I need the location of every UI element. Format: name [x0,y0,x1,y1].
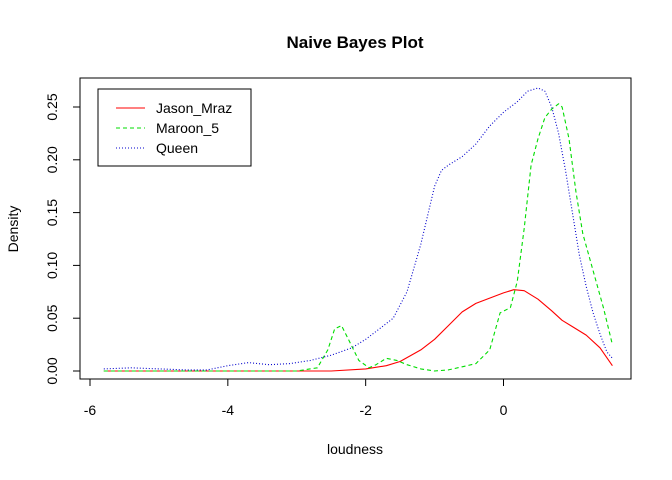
y-axis-label: Density [5,206,21,253]
x-axis: -6 -4 -2 0 [84,378,508,418]
x-tick-label: 0 [500,402,508,418]
y-tick-label: 0.05 [44,304,60,331]
legend-label: Jason_Mraz [156,100,232,116]
legend-label: Maroon_5 [156,120,219,136]
x-axis-label: loudness [327,441,383,457]
legend: Jason_Mraz Maroon_5 Queen [97,88,252,167]
y-tick-label: 0.15 [44,199,60,226]
x-tick-label: -4 [222,402,235,418]
series-line-jason-mraz [103,289,613,372]
y-tick-label: 0.20 [44,146,60,173]
y-axis: 0.00 0.05 0.10 0.15 0.20 0.25 [44,93,81,385]
series-line-maroon-5 [103,103,613,372]
legend-label: Queen [156,140,198,156]
x-tick-label: -2 [359,402,372,418]
x-tick-label: -6 [84,402,97,418]
y-tick-label: 0.00 [44,357,60,384]
series-layer [103,87,613,372]
chart-title: Naive Bayes Plot [286,33,423,52]
y-tick-label: 0.25 [44,93,60,120]
series-line-queen [103,87,613,371]
y-tick-label: 0.10 [44,252,60,279]
